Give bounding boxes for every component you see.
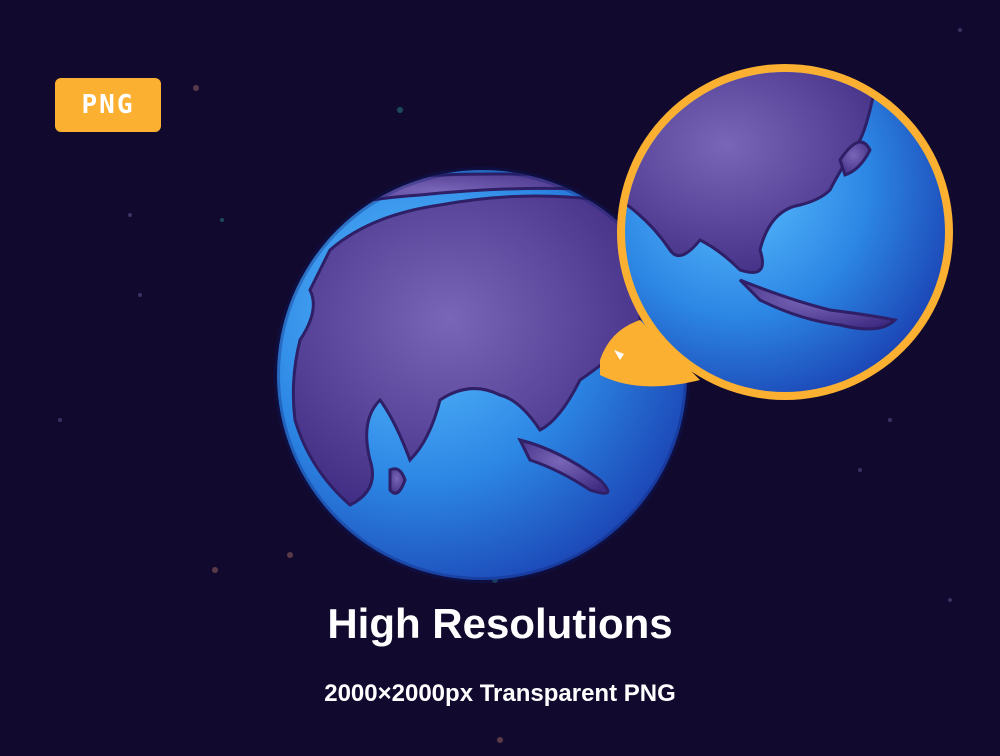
magnifier-bubble — [600, 64, 953, 400]
headline: High Resolutions — [327, 600, 673, 647]
png-badge: PNG — [55, 78, 161, 132]
globe — [274, 167, 690, 583]
subheadline: 2000×2000px Transparent PNG — [324, 680, 676, 707]
